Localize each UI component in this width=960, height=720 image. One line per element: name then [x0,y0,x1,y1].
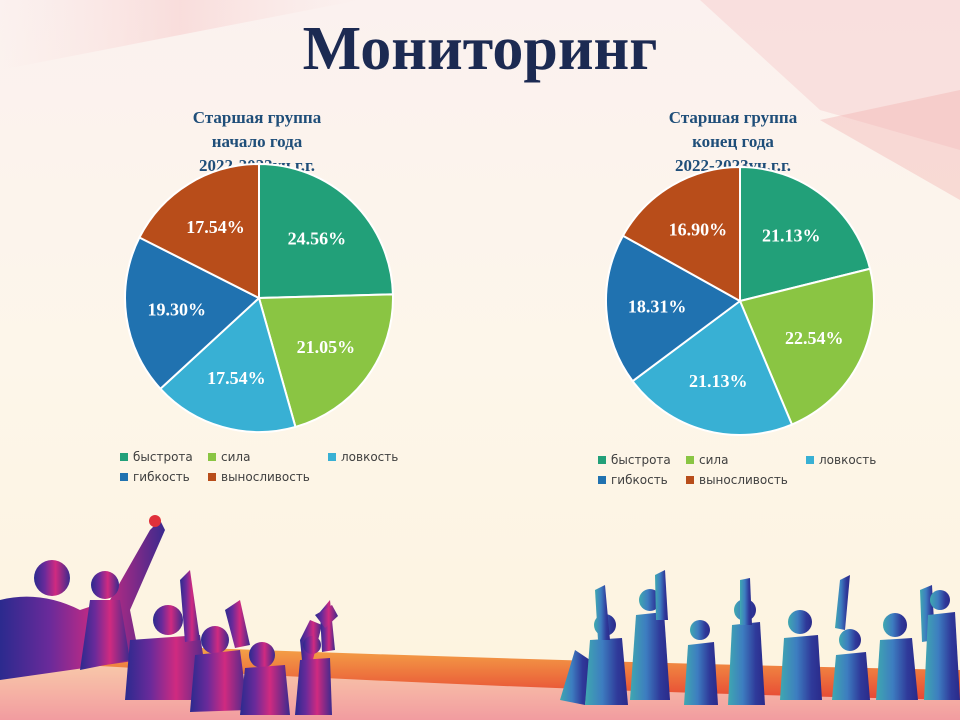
pie-slice-сила [257,293,394,429]
data-label-сила: 22.54% [785,328,844,348]
pie-slice-выносливость [621,165,741,303]
chart-1-legend: быстрота сила ловкость гибкость вынослив… [120,450,420,490]
legend-label: сила [699,453,729,467]
pie-slice-гибкость [124,236,261,391]
pie-slice-ловкость [631,299,794,436]
chart-1-title-line-2: начало года [211,132,303,151]
legend-label: быстрота [133,450,193,464]
legend-label: гибкость [133,470,190,484]
legend-label: выносливость [221,470,310,484]
chart-1-legend-item-выносливость: выносливость [208,470,310,484]
legend-swatch [806,456,814,464]
legend-label: ловкость [819,453,877,467]
chart-2-legend-item-быстрота: быстрота [598,453,671,467]
pie-slice-сила [738,267,875,426]
data-label-гибкость: 18.31% [628,297,687,317]
data-label-ловкость: 17.54% [207,368,266,388]
legend-swatch [328,453,336,461]
data-label-выносливость: 17.54% [186,217,245,237]
chart-1-title-line-1: Старшая группа [192,108,322,127]
chart-2-title-line-2: конец года [692,132,774,151]
chart-2-legend-item-гибкость: гибкость [598,473,668,487]
legend-label: быстрота [611,453,671,467]
legend-swatch [598,476,606,484]
chart-2-legend-item-выносливость: выносливость [686,473,788,487]
legend-swatch [208,453,216,461]
data-label-сила: 21.05% [297,337,356,357]
legend-label: выносливость [699,473,788,487]
chart-2-legend: быстрота сила ловкость гибкость вынослив… [598,453,898,493]
chart-1-legend-item-ловкость: ловкость [328,450,398,464]
legend-label: ловкость [341,450,399,464]
legend-swatch [208,473,216,481]
pie-slice-быстрота [258,162,394,300]
pie-slice-гибкость [605,234,742,383]
data-label-выносливость: 16.90% [669,219,728,239]
legend-swatch [686,476,694,484]
pie-slice-выносливость [138,162,260,300]
legend-swatch [686,456,694,464]
chart-1-legend-item-сила: сила [208,450,250,464]
chart-1-legend-item-быстрота: быстрота [120,450,193,464]
data-label-гибкость: 19.30% [147,299,206,319]
chart-2-title-line-1: Старшая группа [668,108,798,127]
data-label-быстрота: 24.56% [288,229,347,249]
pie-slice-ловкость [159,296,297,434]
pie-slice-быстрота [739,165,872,303]
legend-label: сила [221,450,251,464]
data-label-быстрота: 21.13% [762,226,821,246]
legend-label: гибкость [611,473,668,487]
chart-1-legend-item-гибкость: гибкость [120,470,190,484]
legend-swatch [120,473,128,481]
legend-swatch [120,453,128,461]
chart-2-legend-item-сила: сила [686,453,728,467]
data-label-ловкость: 21.13% [689,371,748,391]
chart-2-legend-item-ловкость: ловкость [806,453,876,467]
slide-title: Мониторинг [302,15,658,83]
legend-swatch [598,456,606,464]
